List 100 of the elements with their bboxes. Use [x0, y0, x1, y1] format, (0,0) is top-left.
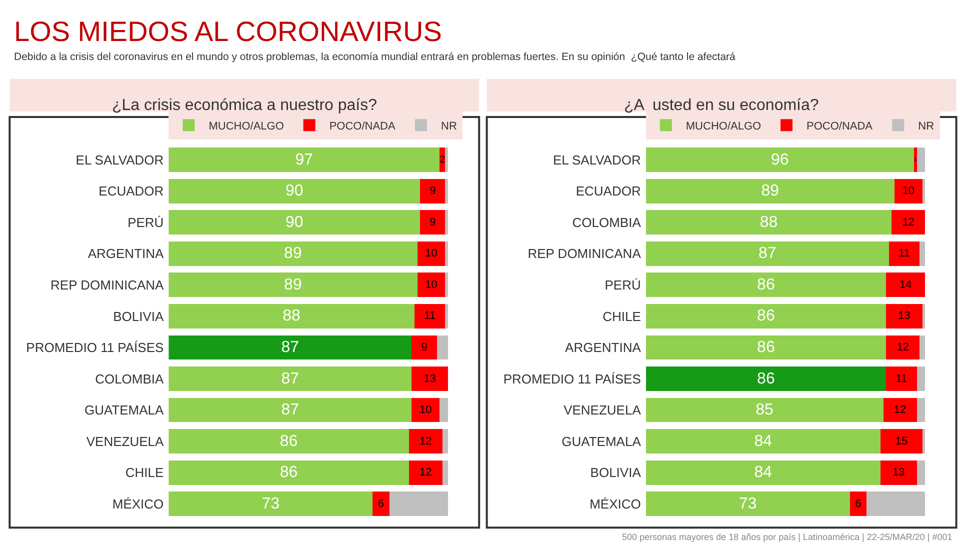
bar	[646, 335, 886, 360]
y-tick-label: EL SALVADOR	[76, 152, 164, 168]
y-tick-label: BOLIVIA	[590, 465, 642, 480]
bar	[916, 148, 926, 172]
bar	[445, 272, 448, 298]
y-tick-label: VENEZUELA	[564, 402, 642, 418]
y-tick-label: CHILE	[125, 465, 164, 480]
bar	[168, 335, 412, 360]
bar	[886, 366, 917, 391]
bar	[168, 241, 418, 266]
bar	[916, 366, 926, 391]
y-tick-label: CHILE	[602, 308, 642, 324]
data-label: 73	[738, 495, 757, 512]
bar	[445, 178, 448, 204]
data-label: 89	[284, 276, 302, 294]
bar	[442, 460, 448, 485]
bar	[888, 241, 920, 266]
bar	[646, 429, 881, 454]
bar	[168, 210, 420, 235]
data-label: 12	[896, 341, 909, 354]
bar	[886, 272, 926, 298]
data-label: 15	[895, 435, 908, 448]
y-tick-label: PERÚ	[604, 277, 641, 292]
data-label: 10	[420, 404, 432, 416]
bar	[417, 241, 446, 266]
bar	[866, 492, 926, 516]
data-label: 12	[894, 404, 906, 416]
data-label: 87	[281, 370, 300, 388]
bar	[646, 272, 886, 298]
y-tick-label: REP DOMINICANA	[50, 277, 164, 292]
text: Debido a la crisis del coronavirus en el mundo y otros problemas, la economía mundial entrará en problemas fuertes. En su opinión ¿Qué tanto le afectará	[14, 51, 736, 63]
data-label: 9	[430, 185, 436, 198]
bar	[646, 398, 884, 422]
data-label: 9	[421, 341, 428, 354]
data-label: 12	[420, 466, 432, 479]
bar	[445, 210, 448, 235]
data-label: 96	[771, 151, 789, 168]
chart-title: ¿La crisis económica a nuestro país?	[112, 97, 378, 114]
data-label: 73	[262, 495, 280, 512]
data-label: 11	[898, 248, 910, 260]
data-label: 87	[281, 402, 300, 419]
y-tick-label: REP DOMINICANA	[528, 246, 642, 262]
y-tick-label: EL SALVADOR	[552, 152, 641, 168]
y-tick-label: BOLIVIA	[113, 308, 164, 324]
bar	[408, 429, 442, 454]
data-label: 6	[378, 498, 384, 510]
data-label: 85	[756, 402, 774, 419]
bar	[414, 304, 446, 328]
data-label: 86	[757, 308, 775, 325]
text: LOS MIEDOS AL CORONAVIRUS	[14, 16, 442, 47]
data-label: 6	[855, 498, 862, 510]
legend-label: MUCHO/ALGO	[208, 120, 284, 132]
y-tick-label: GUATEMALA	[84, 402, 164, 418]
y-tick-label: PROMEDIO 11 PAÍSES	[503, 371, 642, 386]
data-label: 10	[425, 278, 438, 291]
bar	[916, 460, 926, 485]
bar	[445, 241, 448, 266]
data-label: 86	[757, 370, 775, 388]
data-label: 12	[902, 216, 915, 228]
bar	[442, 429, 448, 454]
bar	[372, 492, 390, 516]
data-label: 86	[757, 276, 775, 294]
data-label: 9	[430, 216, 436, 228]
bar	[646, 178, 894, 204]
y-tick-label: VENEZUELA	[86, 434, 164, 449]
y-tick-label: ECUADOR	[576, 184, 641, 199]
legend-label: MUCHO/ALGO	[686, 120, 762, 132]
text: 500 personas mayores de 18 años por país | Latinoamérica | 22-25/MAR/20 | #001	[622, 532, 952, 542]
bar	[850, 492, 867, 516]
bar	[646, 492, 850, 516]
bar	[886, 304, 922, 328]
bar	[920, 241, 926, 266]
bar	[892, 210, 926, 235]
y-tick-label: ARGENTINA	[565, 340, 642, 356]
bar	[646, 304, 886, 328]
data-label: 90	[285, 214, 304, 231]
bar	[168, 492, 373, 516]
legend-label: POCO/NADA	[806, 120, 874, 132]
data-label: 89	[761, 182, 780, 200]
y-tick-label: ECUADOR	[98, 184, 164, 199]
legend-label: POCO/NADA	[329, 120, 396, 132]
bar	[914, 148, 917, 172]
data-label: 89	[284, 245, 302, 262]
bar	[168, 178, 420, 204]
bar	[646, 210, 892, 235]
bar	[412, 366, 448, 391]
y-tick-label: MÉXICO	[112, 496, 164, 512]
bar	[922, 304, 926, 328]
bar	[412, 335, 437, 360]
bar	[886, 335, 920, 360]
data-label: 97	[295, 151, 314, 168]
bar	[168, 148, 440, 172]
data-label: 10	[425, 248, 438, 260]
data-label: 87	[758, 245, 776, 262]
data-label: 88	[282, 308, 301, 325]
y-tick-label: COLOMBIA	[95, 371, 164, 386]
legend-label: NR	[441, 120, 457, 132]
bar	[883, 398, 917, 422]
bar	[922, 178, 926, 204]
bar	[920, 335, 926, 360]
